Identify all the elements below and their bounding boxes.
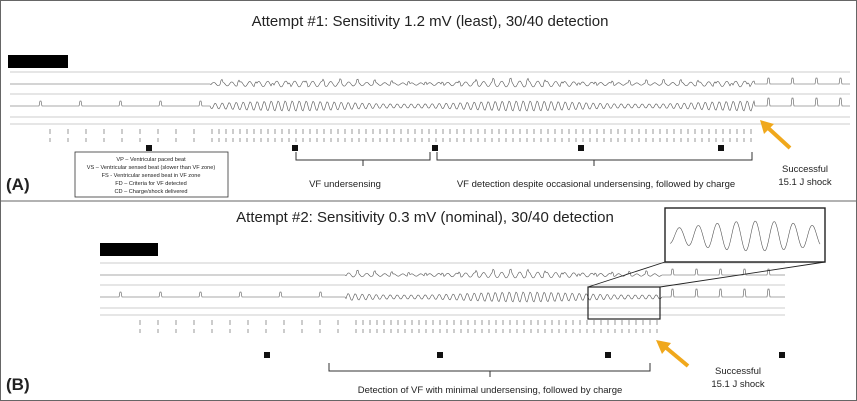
- legend-item: VS – Ventricular sensed beat (slower tha…: [87, 165, 216, 171]
- redaction: [8, 55, 68, 68]
- shock-label: 15.1 J shock: [711, 379, 765, 390]
- panel-label: (B): [6, 375, 30, 394]
- redaction: [100, 243, 158, 256]
- shock-label: 15.1 J shock: [778, 177, 832, 188]
- shock-label: Successful: [782, 164, 828, 175]
- panel-label: (A): [6, 175, 30, 194]
- legend-item: CD – Charge/shock delivered: [114, 189, 187, 195]
- legend-item: FD – Criteria for VF detected: [115, 181, 187, 187]
- shock-label: Successful: [715, 366, 761, 377]
- zoom-inset: [665, 208, 825, 262]
- annotation: VF undersensing: [309, 179, 381, 190]
- panel-title: Attempt #1: Sensitivity 1.2 mV (least), …: [252, 13, 609, 30]
- panel-title: Attempt #2: Sensitivity 0.3 mV (nominal)…: [236, 209, 614, 226]
- legend-item: FS - Ventricular sensed beat in VF zone: [102, 173, 201, 179]
- legend-item: VP – Ventricular paced beat: [116, 157, 186, 163]
- annotation: Detection of VF with minimal undersensin…: [358, 385, 623, 396]
- figure: Attempt #1: Sensitivity 1.2 mV (least), …: [0, 0, 857, 401]
- annotation: VF detection despite occasional undersen…: [457, 179, 735, 190]
